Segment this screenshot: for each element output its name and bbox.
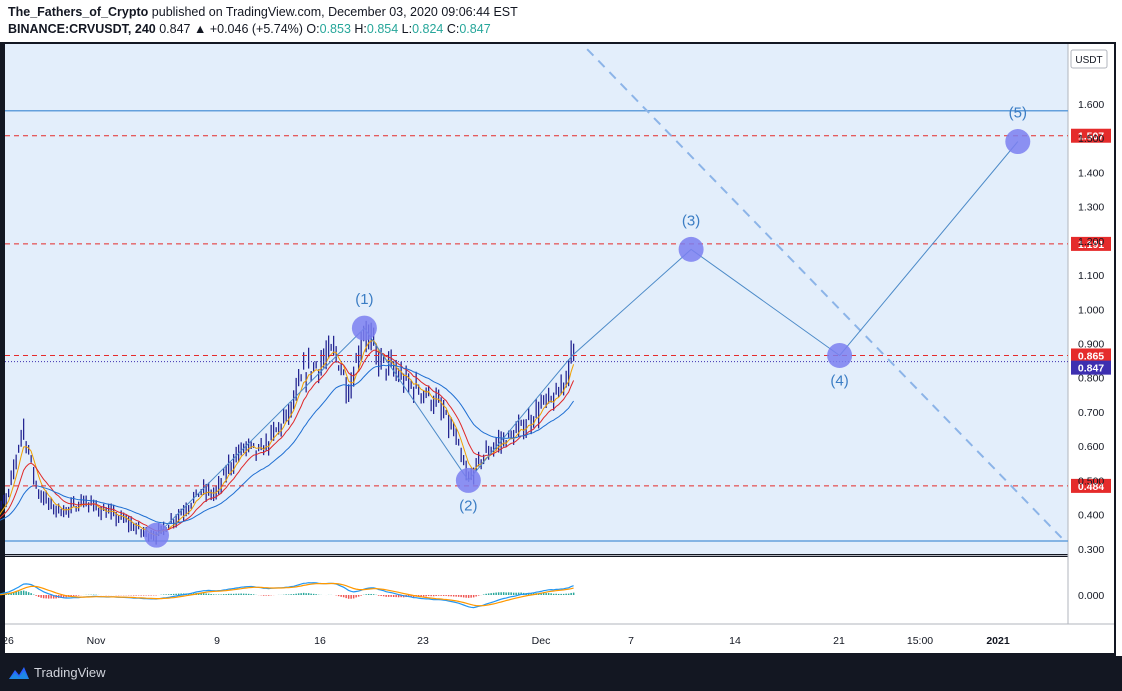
level-price-label: 1.191	[1078, 239, 1104, 251]
price-tick-label: 1.300	[1078, 202, 1104, 214]
chart-area	[5, 44, 1068, 554]
time-tick-label: 16	[314, 635, 326, 647]
high-value: 0.854	[366, 22, 399, 36]
price-tick-label: 0.900	[1078, 338, 1104, 350]
currency-box	[1070, 49, 1108, 69]
time-tick-label: Nov	[87, 635, 106, 647]
price-tick-label: 1.100	[1078, 270, 1104, 282]
footer: TradingView	[0, 656, 1122, 691]
price-change: ▲ +0.046 (+5.74%)	[193, 22, 303, 36]
time-axis-panel	[5, 624, 1114, 653]
time-tick-label: 2021	[986, 635, 1010, 647]
ema-mid-line	[0, 349, 575, 532]
close-value: 0.847	[459, 22, 491, 36]
level-price-tag	[1071, 348, 1111, 363]
current-price-label: 0.847	[1078, 363, 1104, 375]
macd-histogram	[0, 590, 575, 599]
time-tick-label: 14	[729, 635, 741, 647]
price-tick-label: 1.200	[1078, 236, 1104, 248]
currency-label: USDT	[1075, 55, 1102, 66]
price-tick-label: 0.300	[1078, 544, 1104, 556]
indicator-pane	[5, 557, 1068, 624]
time-tick-label: 15:00	[907, 635, 933, 647]
price-tick-label: 1.000	[1078, 304, 1104, 316]
time-tick-label: 7	[628, 635, 634, 647]
level-price-tag	[1071, 478, 1111, 493]
high-label: H:	[354, 22, 367, 36]
wave-label: (3)	[682, 212, 700, 229]
low-label: L:	[401, 22, 413, 36]
price-tick-label: 0.700	[1078, 407, 1104, 419]
time-tick-label: Dec	[532, 635, 551, 647]
symbol-line: BINANCE:CRVUSDT, 240 0.847 ▲ +0.046 (+5.…	[8, 22, 491, 36]
price-tick-label: 0.800	[1078, 373, 1104, 385]
wave-point-circle	[827, 342, 853, 368]
symbol-name: BINANCE:CRVUSDT, 240	[8, 22, 156, 36]
macd-signal-line	[0, 582, 574, 607]
level-price-tag	[1071, 236, 1111, 251]
level-price-label: 0.484	[1078, 481, 1104, 493]
price-tick-label: 1.400	[1078, 167, 1104, 179]
price-chart[interactable]: 1.507 1.191 0.865 0.484 1.600 1.500 1.400 1.300…	[0, 42, 1116, 656]
chart-header: The_Fathers_of_Crypto published on Tradi…	[0, 0, 1122, 40]
price-tick-label: 0.600	[1078, 441, 1104, 453]
wave-point-circle	[455, 467, 481, 493]
wave-point-circle	[351, 315, 377, 341]
time-tick-label: 9	[214, 635, 220, 647]
level-price-tag	[1071, 128, 1111, 143]
author-name[interactable]: The_Fathers_of_Crypto	[8, 5, 149, 19]
publish-info: published on TradingView.com, December 0…	[151, 5, 518, 19]
wave-point-circle	[144, 522, 169, 548]
open-label: O:	[306, 22, 320, 36]
price-tick-label: 0.500	[1078, 475, 1104, 487]
wave-label: (2)	[459, 497, 477, 514]
level-price-label: 1.507	[1078, 131, 1104, 143]
price-tick-label: 0.400	[1078, 510, 1104, 522]
level-price-label: 0.865	[1078, 350, 1104, 362]
last-price: 0.847	[159, 22, 191, 36]
brand-label[interactable]: TradingView	[34, 665, 106, 680]
price-tick-label: 1.500	[1078, 133, 1104, 145]
time-tick-label: 26	[2, 635, 14, 647]
tradingview-logo-icon[interactable]	[8, 665, 30, 681]
time-tick-label: 23	[417, 635, 429, 647]
dashed-trendline	[586, 48, 1064, 540]
publish-line: The_Fathers_of_Crypto published on Tradi…	[8, 5, 518, 19]
time-tick-label: 21	[833, 635, 845, 647]
wave-label: (1)	[355, 291, 373, 308]
chart-frame: 1.507 1.191 0.865 0.484 1.600 1.500 1.400 1.300…	[0, 42, 1116, 656]
wave-label: (5)	[1009, 105, 1027, 122]
wave-point-circle	[678, 236, 704, 262]
wave-point-circle	[1005, 129, 1031, 155]
current-price-badge	[1071, 360, 1111, 375]
price-tick-label: 1.600	[1078, 99, 1104, 111]
low-value: 0.824	[412, 22, 444, 36]
ema-slow-line	[0, 364, 575, 525]
wave-label: (4)	[830, 372, 848, 389]
open-value: 0.853	[319, 22, 351, 36]
macd-axis-label: 0.000	[1078, 590, 1104, 602]
close-label: C:	[446, 22, 460, 36]
